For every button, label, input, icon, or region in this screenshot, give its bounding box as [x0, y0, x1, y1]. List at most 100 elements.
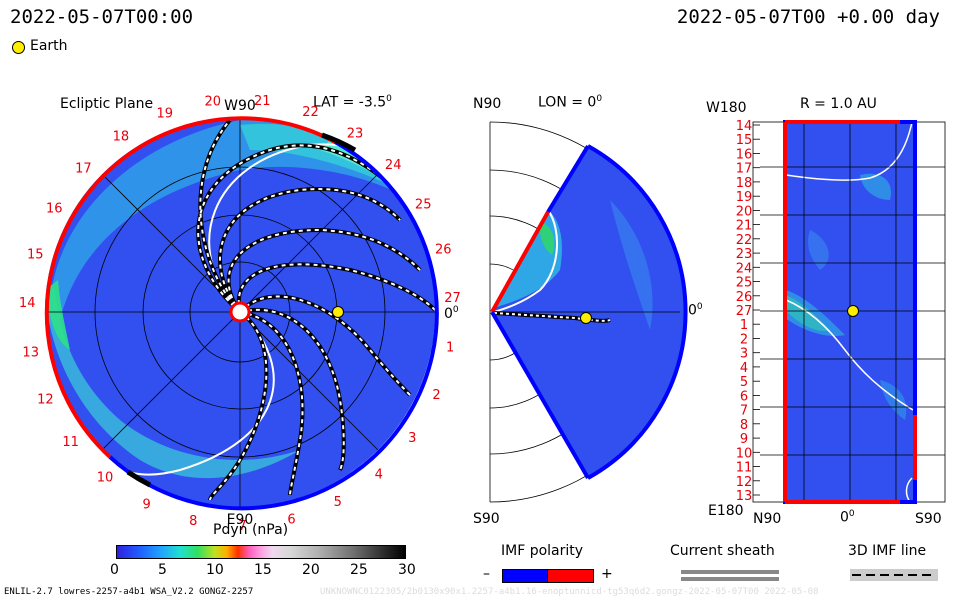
radial-y-label: 23 — [736, 247, 753, 262]
sector-label: 17 — [75, 162, 92, 177]
colorbar — [116, 545, 406, 559]
radial-y-label: 3 — [740, 347, 748, 362]
ecliptic-title: Ecliptic Plane — [60, 96, 154, 112]
earth-icon-radial — [847, 305, 859, 317]
radial-y-label: 21 — [736, 219, 753, 234]
stream-cyan — [50, 119, 410, 320]
sector-label: 2 — [432, 388, 440, 403]
colorbar-title: Pdyn (nPa) — [213, 522, 289, 538]
sector-label: 1 — [446, 341, 454, 356]
sector-label: 7 — [238, 519, 246, 530]
sector-label: 13 — [22, 345, 39, 360]
radial-y-label: 27 — [736, 304, 753, 319]
sector-label: 19 — [157, 107, 174, 122]
radial-y-label: 16 — [736, 148, 753, 163]
polarity-rim-negative — [108, 140, 439, 511]
radial-y-label: 2 — [740, 333, 748, 348]
current-sheath-swatch-1 — [681, 570, 779, 574]
sector-label: 25 — [415, 197, 432, 212]
sector-label: 27 — [444, 291, 461, 306]
colorbar-tick-label: 30 — [398, 562, 416, 578]
x-label-s90: S90 — [915, 511, 942, 527]
colorbar-tick-label: 15 — [254, 562, 272, 578]
ecl-zero-label: 00 — [444, 305, 459, 322]
n90-label: N90 — [473, 96, 502, 112]
polarity-rim-positive — [44, 116, 336, 459]
radial-y-label: 12 — [736, 475, 753, 490]
w90-label: W90 — [224, 98, 256, 114]
polarity-negative-swatch — [502, 569, 549, 583]
meridional-plot — [489, 121, 688, 503]
polarity-plus: + — [601, 566, 613, 582]
sector-label: 15 — [27, 247, 44, 262]
radial-y-label: 15 — [736, 133, 753, 148]
right-timestamp: 2022-05-07T00 +0.00 day — [676, 6, 940, 28]
sector-label: 16 — [46, 202, 63, 217]
sector-label: 6 — [287, 513, 295, 528]
radial-y-label: 19 — [736, 190, 753, 205]
radial-y-label: 25 — [736, 276, 753, 291]
sector-label: 20 — [205, 95, 222, 110]
radial-y-label: 11 — [736, 461, 753, 476]
mer-zero-label: 00 — [688, 302, 703, 319]
radial-y-label: 24 — [736, 261, 753, 276]
radial-y-label: 4 — [740, 361, 748, 376]
sector-label: 12 — [37, 393, 54, 408]
current-sheath-swatch-2 — [681, 577, 779, 581]
sector-label: 26 — [435, 243, 452, 258]
r-label: R = 1.0 AU — [800, 96, 877, 112]
colorbar-tick-label: 5 — [158, 562, 167, 578]
polarity-minus: – — [483, 566, 490, 582]
e180-label: E180 — [708, 503, 744, 519]
radial-y-label: 14 — [736, 119, 753, 134]
lon-label: LON = 00 — [538, 94, 603, 111]
radial-y-label: 9 — [740, 432, 748, 447]
radial-y-label: 22 — [736, 233, 753, 248]
imf-line-swatch — [850, 569, 938, 581]
sun-icon — [229, 301, 251, 323]
sector-label: 5 — [334, 495, 342, 510]
radial-y-label: 10 — [736, 446, 753, 461]
footer-right: UNKNOWNC0122305/2b0130x90x1.2257-a4b1.16… — [320, 587, 819, 597]
earth-icon — [332, 306, 344, 318]
footer-left: ENLIL-2.7 lowres-2257-a4b1 WSA_V2.2 GONG… — [4, 587, 254, 597]
radial-y-label: 6 — [740, 389, 748, 404]
colorbar-tick-label: 25 — [350, 562, 368, 578]
stream-green — [45, 280, 70, 350]
colorbar-tick-label: 10 — [206, 562, 224, 578]
lat-label: LAT = -3.50 — [313, 94, 392, 111]
colorbar-tick-label: 20 — [302, 562, 320, 578]
sector-label: 14 — [19, 296, 36, 311]
s90-label: S90 — [473, 511, 500, 527]
radial-y-label: 17 — [736, 162, 753, 177]
imf-line-label: 3D IMF line — [848, 543, 927, 559]
current-sheath-label: Current sheath — [670, 543, 775, 559]
radial-y-label: 20 — [736, 204, 753, 219]
earth-icon-meridional — [580, 312, 592, 324]
colorbar-tick-label: 0 — [110, 562, 119, 578]
x-label-zero: 00 — [840, 509, 855, 526]
sector-label: 8 — [189, 514, 197, 529]
x-label-n90: N90 — [753, 511, 782, 527]
earth-legend-label: Earth — [30, 38, 68, 54]
stream-bright — [240, 123, 400, 190]
w180-label: W180 — [706, 100, 747, 116]
radial-y-label: 8 — [740, 418, 748, 433]
sector-label: 11 — [62, 435, 79, 450]
radial-y-label: 26 — [736, 290, 753, 305]
sector-label: 18 — [113, 129, 130, 144]
sector-label: 23 — [347, 127, 364, 142]
sector-label: 21 — [254, 94, 271, 109]
sector-label: 9 — [142, 497, 150, 512]
sector-label: 22 — [302, 105, 319, 120]
radial-y-label: 5 — [740, 375, 748, 390]
polarity-positive-swatch — [547, 569, 594, 583]
sector-label: 10 — [97, 471, 114, 486]
radial-y-label: 13 — [736, 489, 753, 504]
sector-label: 4 — [375, 468, 383, 483]
stream-lower — [45, 280, 300, 479]
left-timestamp: 2022-05-07T00:00 — [10, 6, 194, 28]
sector-label: 24 — [385, 158, 402, 173]
earth-marker-icon — [12, 41, 25, 54]
